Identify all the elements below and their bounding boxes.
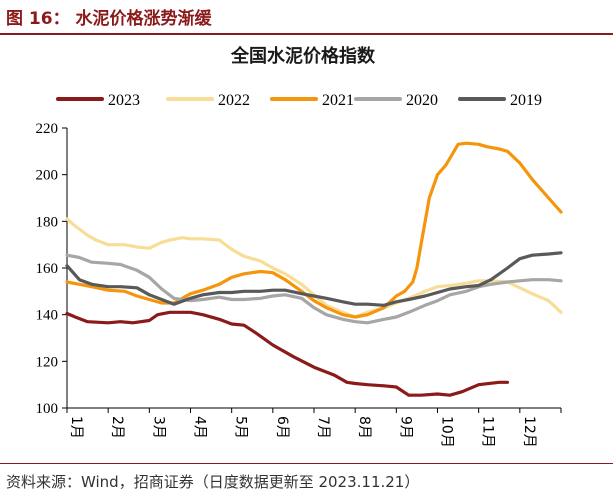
x-axis: 1月 2月 3月 4月 5月 6月 7月 8月 9月 10月 11月 12月 xyxy=(66,407,562,448)
series-line-2023 xyxy=(65,310,510,397)
legend-label-2021: 2021 xyxy=(322,92,354,109)
bottom-rule xyxy=(0,463,613,464)
x-tick-label: 6月 xyxy=(274,416,290,439)
series-line-2019 xyxy=(65,251,563,307)
x-tick-label: 2月 xyxy=(109,416,125,439)
legend-label-2022: 2022 xyxy=(218,92,250,109)
x-tick-label: 12月 xyxy=(521,416,537,448)
x-tick-label: 9月 xyxy=(397,416,413,439)
y-tick-label: 200 xyxy=(36,168,59,184)
y-tick-label: 160 xyxy=(36,261,59,277)
legend: 2023 2022 2021 2020 2019 xyxy=(56,92,542,109)
series-line-2021 xyxy=(65,141,563,319)
y-tick-label: 180 xyxy=(36,214,59,230)
x-tick-label: 7月 xyxy=(315,416,331,439)
x-tick-label: 11月 xyxy=(480,416,496,448)
x-tick-label: 8月 xyxy=(356,416,372,439)
x-tick-label: 10月 xyxy=(439,416,455,448)
x-tick-label: 5月 xyxy=(233,416,249,439)
y-axis: 100 120 140 160 180 200 220 xyxy=(36,121,68,417)
x-tick-label: 3月 xyxy=(150,416,166,439)
x-tick-label: 1月 xyxy=(68,416,84,439)
y-tick-label: 220 xyxy=(36,121,59,137)
legend-label-2020: 2020 xyxy=(406,92,438,109)
legend-label-2019: 2019 xyxy=(510,92,542,109)
chart-title: 全国水泥价格指数 xyxy=(230,45,376,67)
x-tick-label: 4月 xyxy=(192,416,208,439)
legend-label-2023: 2023 xyxy=(108,92,140,109)
y-tick-label: 100 xyxy=(36,401,59,417)
plot-area xyxy=(65,141,563,397)
y-tick-label: 120 xyxy=(36,354,59,370)
figure-label: 图 16： 水泥价格涨势渐缓 xyxy=(6,9,212,29)
source-note: 资料来源：Wind，招商证券（日度数据更新至 2023.11.21） xyxy=(6,473,420,491)
series-line-2022 xyxy=(65,217,563,319)
top-rule xyxy=(0,33,613,35)
y-tick-label: 140 xyxy=(36,308,59,324)
